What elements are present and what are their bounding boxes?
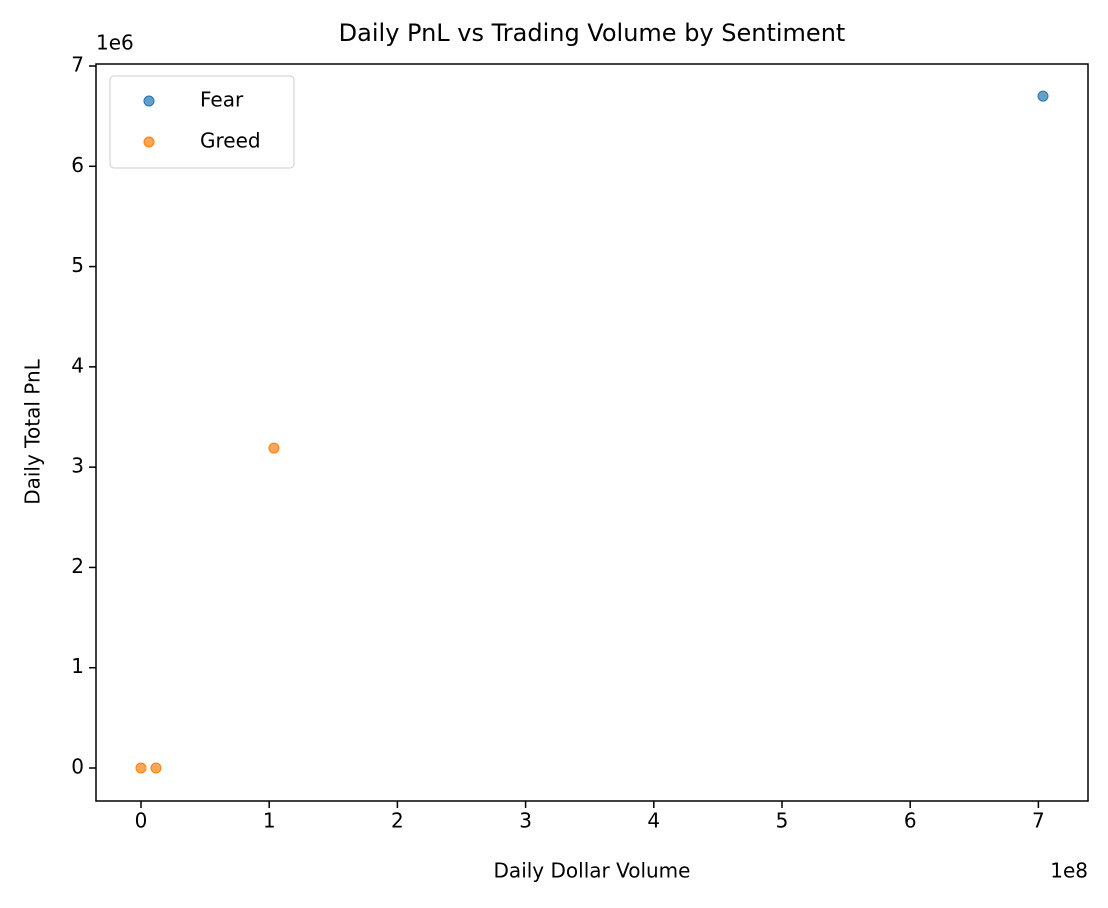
y-tick-label: 6 <box>71 153 84 177</box>
x-tick-label: 6 <box>904 809 917 833</box>
legend: Fear Greed <box>109 75 295 169</box>
y-offset-label: 1e6 <box>96 31 134 55</box>
x-tick-label: 4 <box>647 809 660 833</box>
legend-box <box>109 75 295 169</box>
x-tick-label: 2 <box>391 809 404 833</box>
scatter-point <box>268 442 280 454</box>
y-tick-label: 5 <box>71 253 84 277</box>
legend-marker <box>143 95 155 107</box>
x-tick-label: 7 <box>1032 809 1045 833</box>
y-tick-label: 4 <box>71 353 84 377</box>
scatter-point <box>1037 90 1049 102</box>
y-tick-label: 2 <box>71 554 84 578</box>
y-tick-label: 1 <box>71 654 84 678</box>
x-tick-label: 3 <box>519 809 532 833</box>
legend-label: Greed <box>200 129 261 153</box>
scatter-point <box>135 762 147 774</box>
x-tick-label: 5 <box>776 809 789 833</box>
y-axis-label: Daily Total PnL <box>21 358 45 504</box>
scatter-point <box>150 762 162 774</box>
x-offset-label: 1e8 <box>1050 859 1088 883</box>
x-tick-label: 0 <box>135 809 148 833</box>
x-axis-label: Daily Dollar Volume <box>494 859 691 883</box>
chart-title: Daily PnL vs Trading Volume by Sentiment <box>339 19 846 47</box>
plot-frame <box>95 63 1089 802</box>
legend-marker <box>143 136 155 148</box>
y-tick-label: 7 <box>71 53 84 77</box>
legend-label: Fear <box>200 88 244 112</box>
y-tick-label: 3 <box>71 454 84 478</box>
x-tick-label: 1 <box>263 809 276 833</box>
y-tick-label: 0 <box>71 755 84 779</box>
